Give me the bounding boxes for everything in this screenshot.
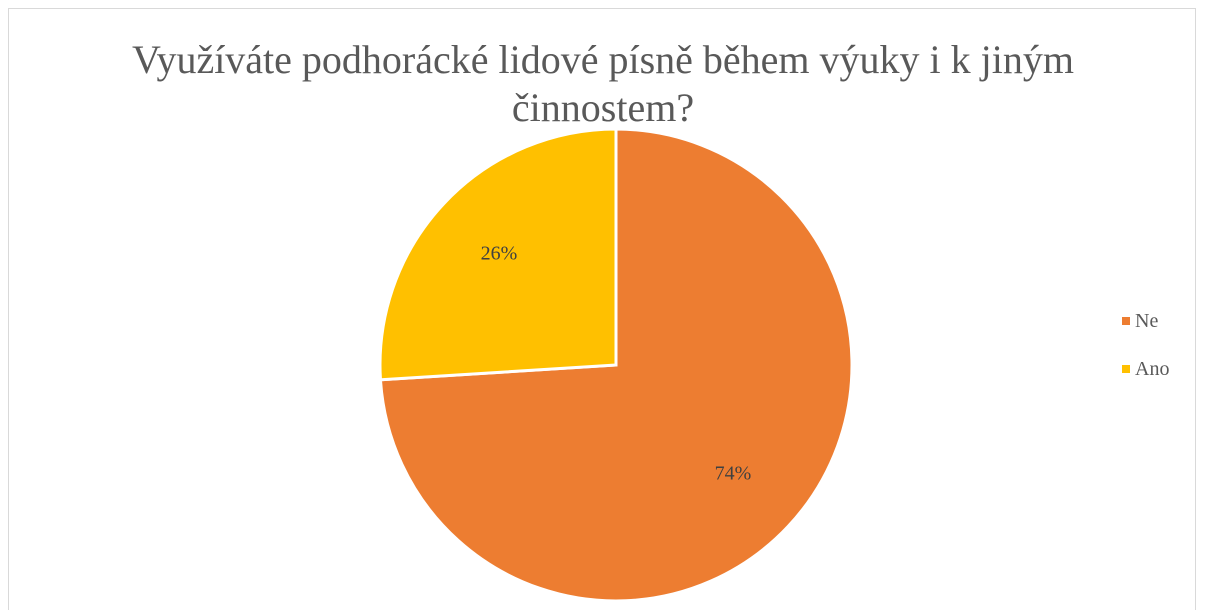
legend-label-ne: Ne	[1135, 309, 1159, 332]
legend-item-ano: Ano	[1122, 356, 1169, 382]
data-label-ano: 26%	[481, 243, 518, 265]
legend-swatch-ne	[1122, 317, 1130, 325]
data-label-ne: 74%	[715, 462, 752, 484]
chart-title-line-2: činnostem?	[511, 85, 695, 130]
legend: Ne Ano	[1122, 308, 1169, 404]
pie-slice-ano	[378, 127, 618, 382]
legend-label-ano: Ano	[1135, 357, 1170, 380]
chart-title-line-1: Využíváte podhorácké lidové písně během …	[131, 37, 1074, 82]
legend-item-ne: Ne	[1122, 308, 1169, 334]
chart-title: Využíváte podhorácké lidové písně během …	[0, 36, 1206, 132]
legend-swatch-ano	[1122, 365, 1130, 373]
